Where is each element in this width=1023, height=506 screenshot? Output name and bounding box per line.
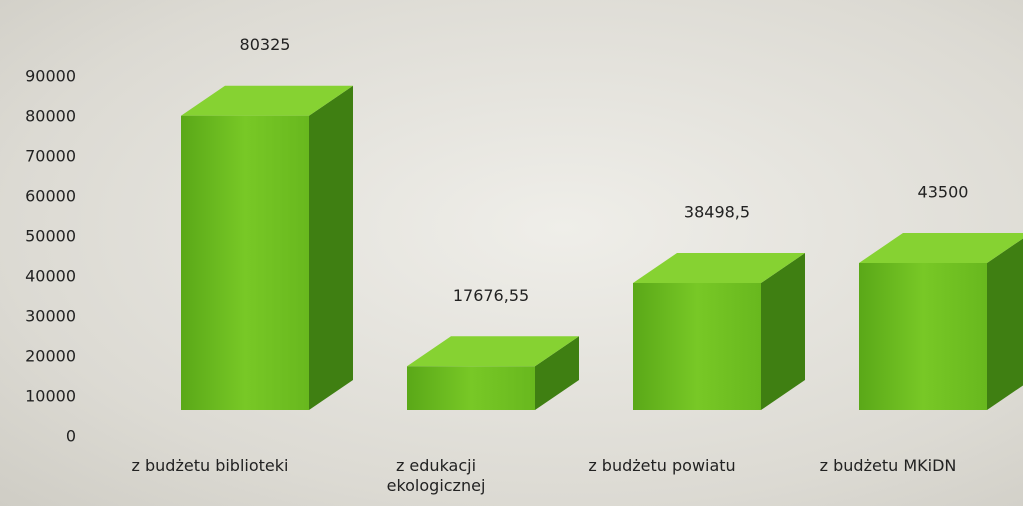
- bar-side: [761, 253, 805, 410]
- bar: [407, 366, 535, 410]
- bar: [181, 115, 309, 410]
- bar-top: [633, 253, 805, 284]
- y-tick-label: 10000: [25, 387, 76, 406]
- bar-top: [407, 336, 579, 367]
- bar: [633, 283, 761, 410]
- y-tick-label: 80000: [25, 107, 76, 126]
- bar-side: [309, 85, 353, 410]
- bar-side: [987, 238, 1023, 410]
- x-tick-label: z budżetu biblioteki: [131, 456, 289, 475]
- y-tick-label: 30000: [25, 307, 76, 326]
- data-label: 80325: [240, 35, 291, 54]
- y-tick-label: 20000: [25, 347, 76, 366]
- x-tick-label: z budżetu MKiDN: [819, 456, 957, 475]
- bar-top: [181, 85, 353, 116]
- bar-top: [859, 233, 1023, 263]
- y-tick-label: 90000: [25, 67, 76, 86]
- y-tick-label: 70000: [25, 147, 76, 166]
- bar: [859, 263, 987, 410]
- y-tick-label: 60000: [25, 187, 76, 206]
- data-label: 38498,5: [684, 203, 750, 222]
- y-tick-label: 40000: [25, 267, 76, 286]
- data-label: 17676,55: [453, 286, 529, 305]
- x-tick-label: z edukacji ekologicznej: [386, 456, 486, 495]
- data-label: 43500: [918, 183, 969, 202]
- y-tick-label: 0: [66, 427, 76, 446]
- x-tick-label: z budżetu powiatu: [588, 456, 736, 475]
- y-tick-label: 50000: [25, 227, 76, 246]
- bar-side: [535, 336, 579, 410]
